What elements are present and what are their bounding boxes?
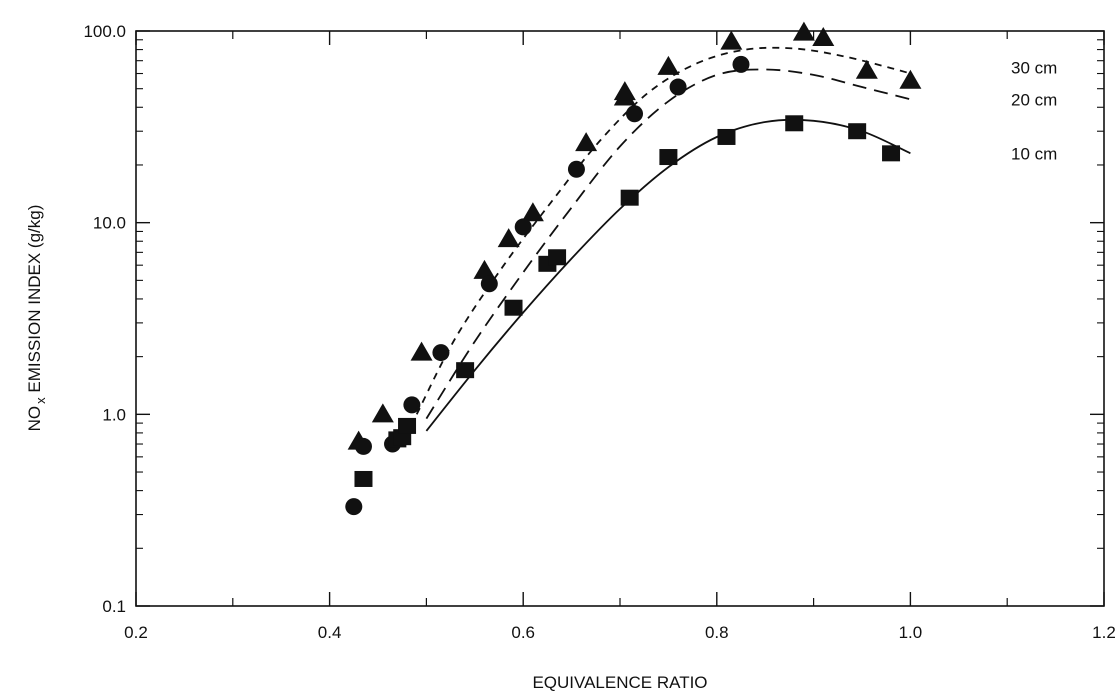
y-tick-label: 10.0: [93, 214, 126, 233]
x-tick-label: 1.2: [1092, 623, 1115, 642]
y-axis-label-prefix: NO: [25, 406, 44, 432]
marker-square: [717, 128, 736, 145]
marker-circle: [403, 396, 421, 414]
marker-square: [504, 299, 523, 316]
series-labels: 30 cm 20 cm 10 cm: [1011, 59, 1057, 164]
marker-square: [354, 470, 373, 487]
fit-curves: [415, 46, 911, 432]
marker-triangle: [855, 59, 878, 79]
marker-circle: [732, 55, 750, 73]
marker-circle: [480, 275, 498, 293]
marker-circle: [354, 437, 372, 455]
marker-circle: [514, 218, 532, 236]
marker-circle: [567, 160, 585, 178]
y-tick-label: 100.0: [83, 22, 126, 41]
marker-triangle: [657, 55, 680, 75]
marker-triangle: [720, 30, 743, 50]
x-tick-label: 0.6: [511, 623, 535, 642]
marker-square: [882, 145, 901, 162]
major-ticks: [135, 30, 1105, 607]
plot-frame: [135, 30, 1105, 607]
data-markers: [345, 21, 922, 516]
marker-triangle: [473, 259, 496, 279]
marker-square: [398, 417, 417, 434]
y-tick-label: 1.0: [102, 405, 126, 424]
marker-triangle: [613, 81, 636, 101]
marker-triangle: [792, 21, 815, 41]
curve-30-cm: [415, 46, 911, 415]
marker-triangle: [497, 228, 520, 248]
marker-circle: [669, 78, 687, 96]
marker-triangle: [899, 69, 922, 89]
x-axis-label: EQUIVALENCE RATIO: [532, 673, 707, 692]
curve-10-cm: [425, 118, 911, 432]
marker-circle: [626, 105, 644, 123]
y-tick-labels: 0.1 1.0 10.0 100.0: [83, 22, 126, 616]
marker-square: [548, 249, 567, 266]
x-tick-labels: 0.2 0.4 0.6 0.8 1.0 1.2: [124, 623, 1115, 642]
y-axis-label: NO x EMISSION INDEX (g/kg): [25, 205, 48, 432]
marker-triangle: [371, 403, 394, 423]
curve-20-cm: [425, 68, 911, 420]
marker-triangle: [575, 132, 598, 152]
marker-triangle: [521, 202, 544, 222]
marker-square: [848, 123, 867, 140]
x-tick-label: 1.0: [899, 623, 923, 642]
x-tick-label: 0.4: [318, 623, 342, 642]
minor-ticks: [136, 31, 1104, 606]
y-axis-label-suffix: EMISSION INDEX (g/kg): [25, 205, 44, 398]
marker-square: [620, 189, 639, 206]
x-tick-label: 0.2: [124, 623, 148, 642]
marker-square: [785, 115, 804, 132]
series-label-10-cm: 10 cm: [1011, 144, 1057, 163]
marker-circle: [345, 498, 363, 516]
marker-triangle: [812, 26, 835, 46]
marker-square: [456, 362, 475, 379]
y-tick-label: 0.1: [102, 597, 126, 616]
marker-square: [659, 149, 678, 166]
series-label-20-cm: 20 cm: [1011, 90, 1057, 109]
marker-circle: [432, 344, 450, 362]
x-tick-label: 0.8: [705, 623, 729, 642]
marker-triangle: [410, 341, 433, 361]
y-axis-label-subscript: x: [33, 397, 48, 404]
series-label-30-cm: 30 cm: [1011, 59, 1057, 78]
